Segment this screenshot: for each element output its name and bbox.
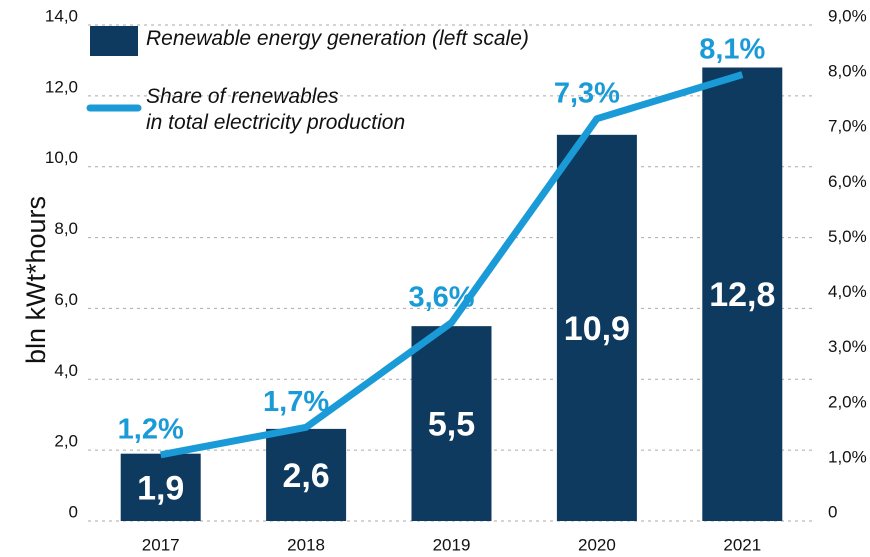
legend-swatch [90, 26, 138, 56]
y2-tick-label: 7,0% [828, 117, 867, 136]
y2-tick-label: 4,0% [828, 282, 867, 301]
y2-tick-label: 3,0% [828, 337, 867, 356]
bar-value-label: 10,9 [564, 310, 630, 348]
y2-tick-label: 8,0% [828, 62, 867, 81]
y2-tick-label: 9,0% [828, 6, 867, 25]
x-tick-label: 2017 [142, 535, 180, 554]
x-tick-label: 2018 [287, 535, 325, 554]
y2-tick-label: 2,0% [828, 392, 867, 411]
y-tick-label: 14,0 [45, 6, 78, 25]
bar-value-label: 12,8 [709, 276, 775, 314]
legend-label: Renewable energy generation (left scale) [146, 26, 529, 52]
x-tick-label: 2020 [578, 535, 616, 554]
y-axis-label: bln kWt*hours [21, 196, 51, 364]
x-tick-label: 2021 [723, 535, 761, 554]
chart: bln kWt*hours 0 2,0 4,0 6,0 8,0 10,0 12,0 14,0 0… [0, 0, 870, 557]
bar-value-label: 5,5 [428, 406, 475, 444]
line-value-label: 7,3% [554, 77, 620, 109]
y2-tick-label: 6,0% [828, 172, 867, 191]
y-tick-label: 12,0 [45, 77, 78, 96]
y-tick-label: 8,0 [54, 219, 78, 238]
y-tick-label: 0 [69, 502, 78, 521]
y2-tick-label: 0 [828, 502, 837, 521]
line-value-label: 1,7% [263, 386, 329, 418]
bar-value-label: 2,6 [282, 457, 329, 495]
y2-tick-label: 5,0% [828, 227, 867, 246]
y-tick-label: 10,0 [45, 148, 78, 167]
legend-label: Share of renewables in total electricity… [146, 84, 405, 136]
x-tick-label: 2019 [433, 535, 471, 554]
line-value-label: 3,6% [408, 281, 474, 313]
line-value-label: 8,1% [699, 33, 765, 65]
page: {"chart_data": { "type": "bar", "y_label… [0, 0, 870, 557]
y-tick-label: 4,0 [54, 361, 78, 380]
line-value-label: 1,2% [118, 414, 184, 446]
y-tick-label: 6,0 [54, 290, 78, 309]
y-tick-label: 2,0 [54, 432, 78, 451]
y2-tick-label: 1,0% [828, 447, 867, 466]
bar-value-label: 1,9 [137, 469, 184, 507]
